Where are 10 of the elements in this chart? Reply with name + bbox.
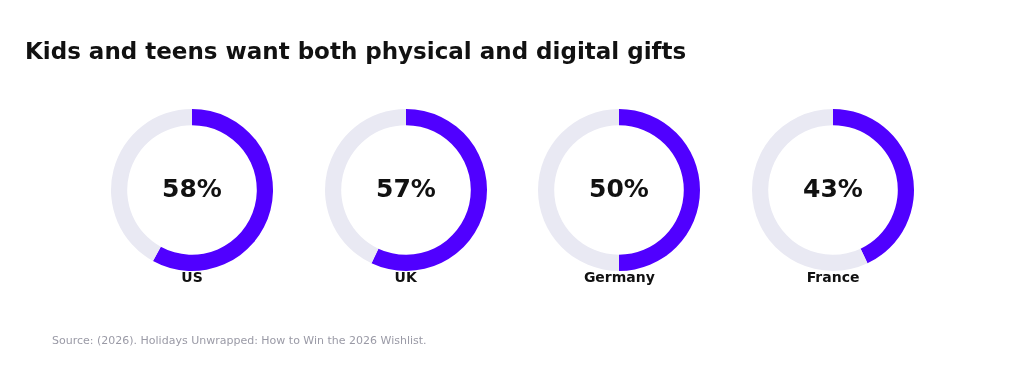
text: Kids and teens want both physical and digital gifts bbox=[25, 38, 687, 64]
data-label: 57% bbox=[375, 173, 436, 203]
text: France bbox=[805, 269, 861, 285]
text: Germany bbox=[582, 269, 656, 285]
source-note: Source: (2026). Holidays Unwrapped: How to Win the 2026 Wishlist. bbox=[52, 334, 427, 347]
data-label: 43% bbox=[803, 173, 864, 203]
data-label: 50% bbox=[589, 173, 650, 203]
text: US bbox=[180, 269, 204, 285]
text: UK bbox=[393, 269, 418, 285]
data-label: 58% bbox=[162, 173, 222, 203]
